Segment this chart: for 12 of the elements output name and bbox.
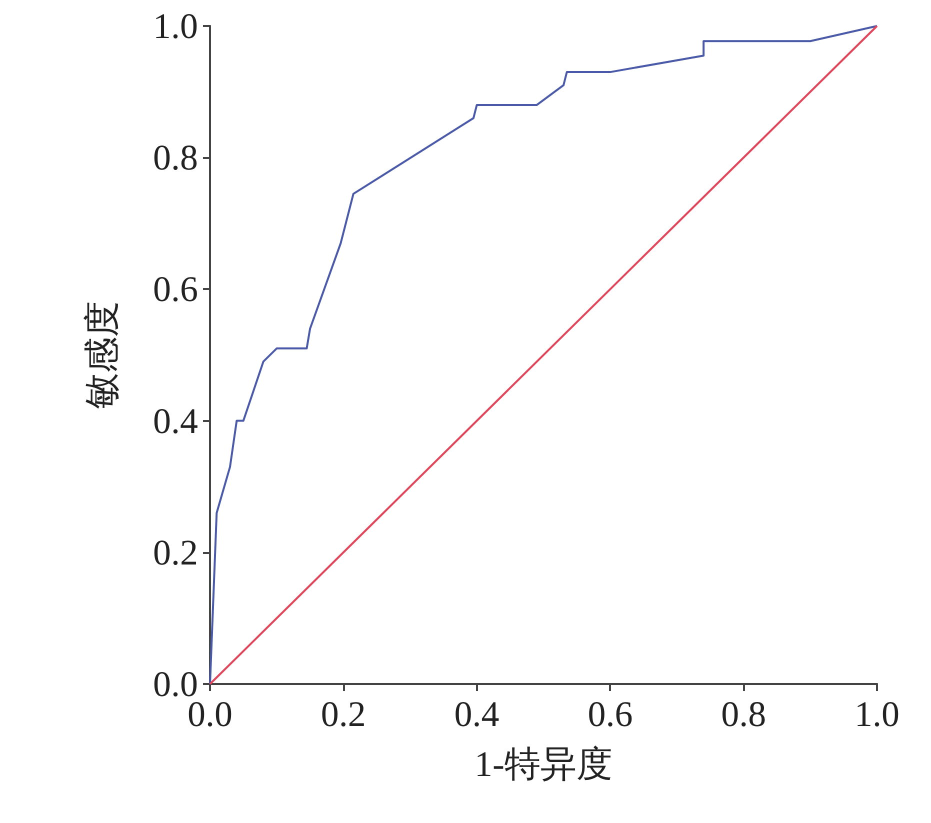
x-tick-label: 0.8 [721,694,766,734]
y-tick-label: 0.2 [153,532,198,572]
y-axis-title: 敏感度 [82,301,122,409]
y-tick-label: 1.0 [153,6,198,46]
x-tick-label: 1.0 [854,694,900,734]
x-axis-title: 1-特异度 [474,744,612,784]
x-tick-label: 0.6 [588,694,633,734]
y-tick-label: 0.8 [153,138,198,178]
y-tick-label: 0.6 [153,269,198,310]
x-tick-label: 0.4 [454,694,500,734]
y-tick-label: 0.4 [153,400,198,441]
x-tick-label: 0.2 [320,694,366,734]
